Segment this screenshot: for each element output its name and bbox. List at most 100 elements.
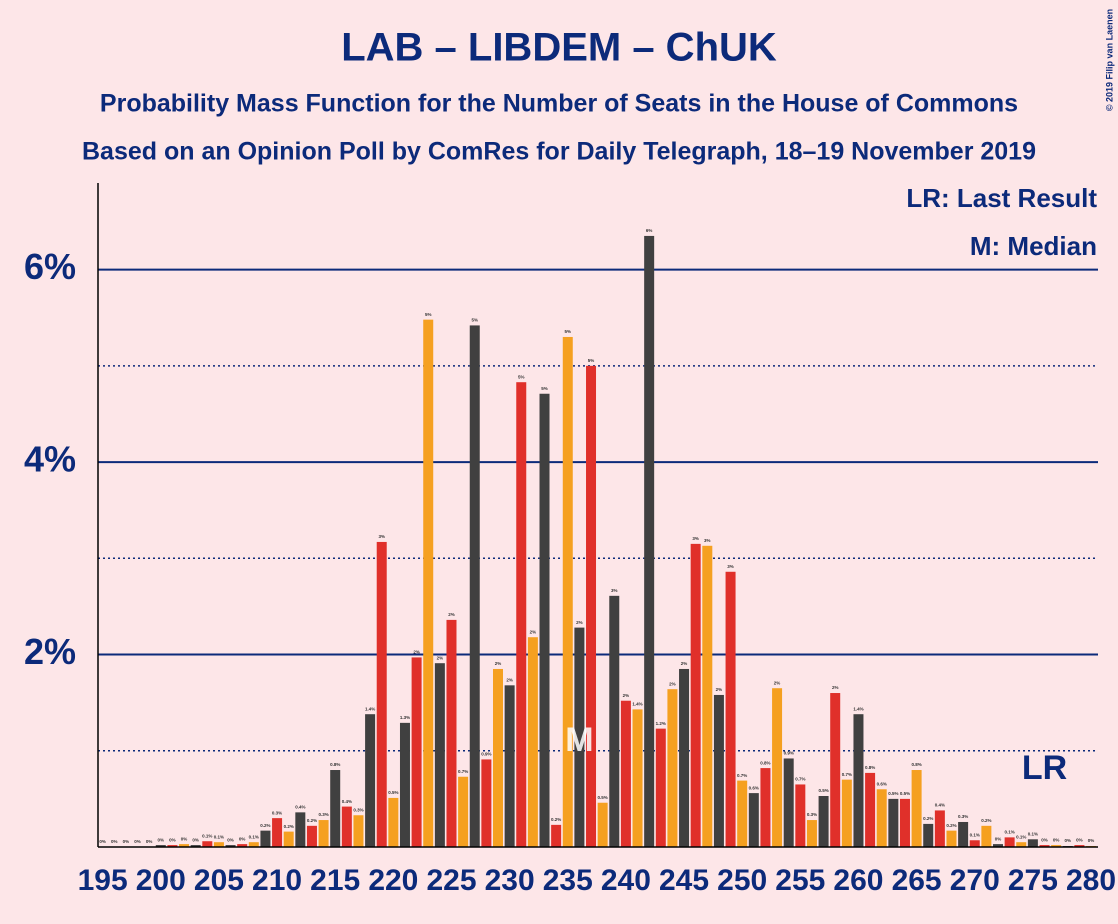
- bar: [527, 637, 538, 847]
- value-label: 0.5%: [900, 791, 910, 796]
- bar: [679, 668, 690, 847]
- chart-subtitle: Based on an Opinion Poll by ComRes for D…: [82, 138, 1036, 166]
- x-tick-label: 220: [368, 864, 418, 897]
- bar: [248, 842, 259, 847]
- bar: [830, 693, 841, 847]
- bar: [888, 798, 899, 847]
- bar: [167, 845, 178, 847]
- value-label: 0.9%: [481, 752, 491, 757]
- value-label: 2%: [448, 612, 455, 617]
- bar: [620, 700, 631, 847]
- value-label: 3%: [378, 534, 385, 539]
- bar: [806, 820, 817, 847]
- bar: [725, 571, 736, 847]
- bar: [644, 235, 655, 847]
- value-label: 3%: [611, 588, 618, 593]
- bar: [853, 714, 864, 847]
- value-label: 0%: [227, 837, 234, 842]
- bar: [1016, 842, 1027, 847]
- x-tick-label: 245: [659, 864, 709, 897]
- legend-note: M: Median: [970, 231, 1097, 261]
- value-label: 0%: [111, 839, 118, 844]
- bar: [190, 845, 201, 847]
- value-label: 0%: [134, 839, 141, 844]
- x-tick-label: 195: [78, 864, 128, 897]
- last-result-marker: LR: [1022, 749, 1067, 787]
- value-label: 0.2%: [981, 818, 991, 823]
- value-label: 0.4%: [935, 803, 945, 808]
- bar: [946, 830, 957, 847]
- bar: [772, 688, 783, 847]
- bar: [272, 818, 283, 847]
- bar: [481, 759, 492, 847]
- value-label: 2%: [832, 685, 839, 690]
- value-label: 0.7%: [458, 769, 468, 774]
- value-label: 0%: [99, 839, 106, 844]
- bar: [516, 382, 527, 847]
- value-label: 0.8%: [330, 762, 340, 767]
- x-tick-label: 200: [136, 864, 186, 897]
- copyright: © 2019 Filip van Laenen: [1104, 9, 1114, 111]
- value-label: 0.3%: [272, 810, 282, 815]
- value-label: 5%: [541, 386, 548, 391]
- bar: [493, 668, 503, 847]
- value-label: 0.6%: [749, 785, 759, 790]
- bar: [213, 842, 224, 847]
- bar: [1027, 839, 1038, 847]
- x-tick-label: 235: [543, 864, 593, 897]
- value-label: 0.1%: [1004, 830, 1014, 835]
- x-tick-label: 230: [485, 864, 535, 897]
- value-label: 0.3%: [807, 812, 817, 817]
- bar: [469, 325, 480, 847]
- value-label: 0.1%: [202, 833, 212, 838]
- value-label: 2%: [669, 681, 676, 686]
- bar: [458, 776, 469, 847]
- bar: [411, 657, 422, 847]
- value-label: 0.1%: [1028, 831, 1038, 836]
- value-label: 0%: [158, 837, 165, 842]
- bar: [818, 795, 829, 847]
- bar: [365, 714, 376, 847]
- value-label: 3%: [727, 564, 734, 569]
- x-tick-label: 265: [892, 864, 942, 897]
- bar: [179, 844, 190, 847]
- value-label: 0.8%: [760, 760, 770, 765]
- x-tick-label: 260: [833, 864, 883, 897]
- bar: [632, 709, 643, 847]
- value-label: 0.4%: [295, 805, 305, 810]
- bar: [958, 821, 969, 847]
- chart-subtitle: Probability Mass Function for the Number…: [100, 90, 1018, 118]
- bar: [399, 722, 410, 847]
- x-tick-label: 250: [717, 864, 767, 897]
- value-label: 0.3%: [318, 812, 328, 817]
- value-label: 0.1%: [1016, 834, 1026, 839]
- value-label: 0%: [181, 836, 188, 841]
- bar: [574, 627, 585, 847]
- value-label: 0%: [146, 839, 153, 844]
- bar: [934, 810, 945, 847]
- value-label: 0.2%: [946, 823, 956, 828]
- x-tick-label: 240: [601, 864, 651, 897]
- bar: [841, 779, 852, 847]
- value-label: 2%: [576, 620, 583, 625]
- value-label: 0%: [192, 837, 199, 842]
- bar: [551, 824, 562, 847]
- value-label: 1.4%: [365, 706, 375, 711]
- bar: [737, 780, 748, 847]
- value-label: 1.4%: [632, 702, 642, 707]
- value-label: 0.1%: [970, 832, 980, 837]
- bar: [562, 336, 573, 847]
- value-label: 0%: [1053, 837, 1060, 842]
- y-tick-label: 4%: [24, 439, 76, 480]
- y-tick-label: 2%: [24, 631, 76, 672]
- value-label: 0.3%: [353, 807, 363, 812]
- value-label: 0.5%: [888, 791, 898, 796]
- bar: [783, 758, 794, 847]
- bar: [667, 689, 678, 847]
- value-label: 0.5%: [818, 788, 828, 793]
- value-label: 0%: [239, 836, 246, 841]
- bar: [283, 831, 294, 847]
- bar: [353, 815, 364, 847]
- value-label: 0.9%: [784, 751, 794, 756]
